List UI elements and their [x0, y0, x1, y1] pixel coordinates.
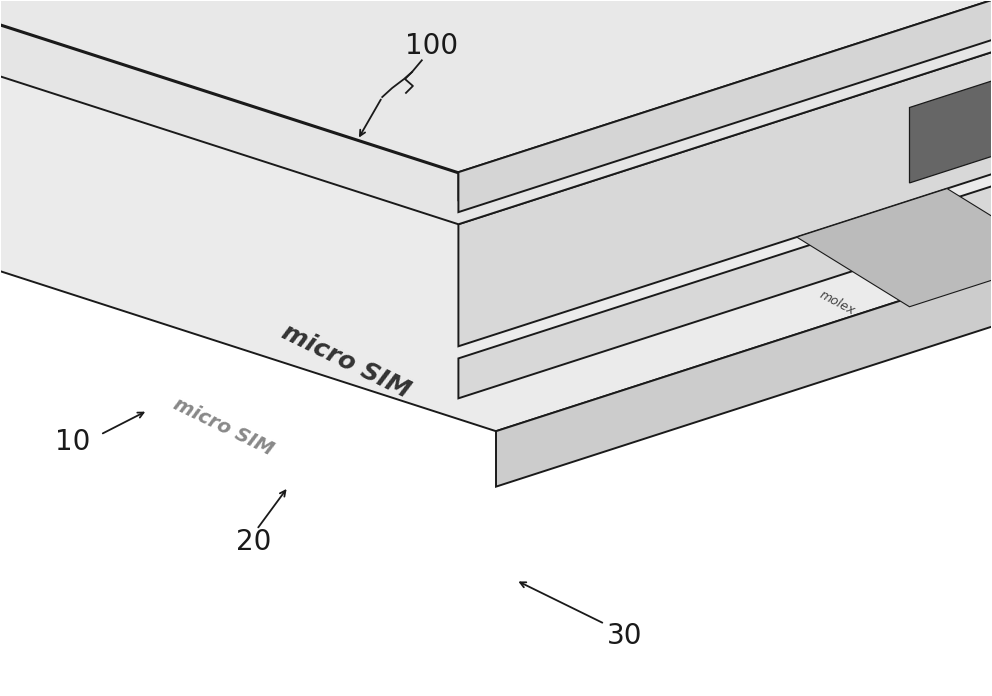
Text: molex: molex [817, 288, 857, 317]
Polygon shape [458, 0, 992, 212]
Polygon shape [0, 0, 992, 432]
Text: 30: 30 [607, 622, 643, 649]
Polygon shape [0, 0, 992, 172]
Text: micro SIM: micro SIM [278, 320, 415, 403]
Polygon shape [496, 0, 992, 487]
Polygon shape [0, 0, 992, 171]
Text: 100: 100 [405, 33, 458, 61]
Polygon shape [0, 0, 992, 173]
Polygon shape [0, 0, 992, 224]
Text: micro SIM: micro SIM [171, 395, 277, 460]
Polygon shape [910, 0, 992, 183]
Polygon shape [797, 189, 992, 307]
Polygon shape [458, 0, 992, 347]
Text: 10: 10 [55, 427, 90, 456]
Polygon shape [458, 0, 992, 200]
Text: 20: 20 [236, 528, 272, 556]
Polygon shape [458, 0, 992, 398]
